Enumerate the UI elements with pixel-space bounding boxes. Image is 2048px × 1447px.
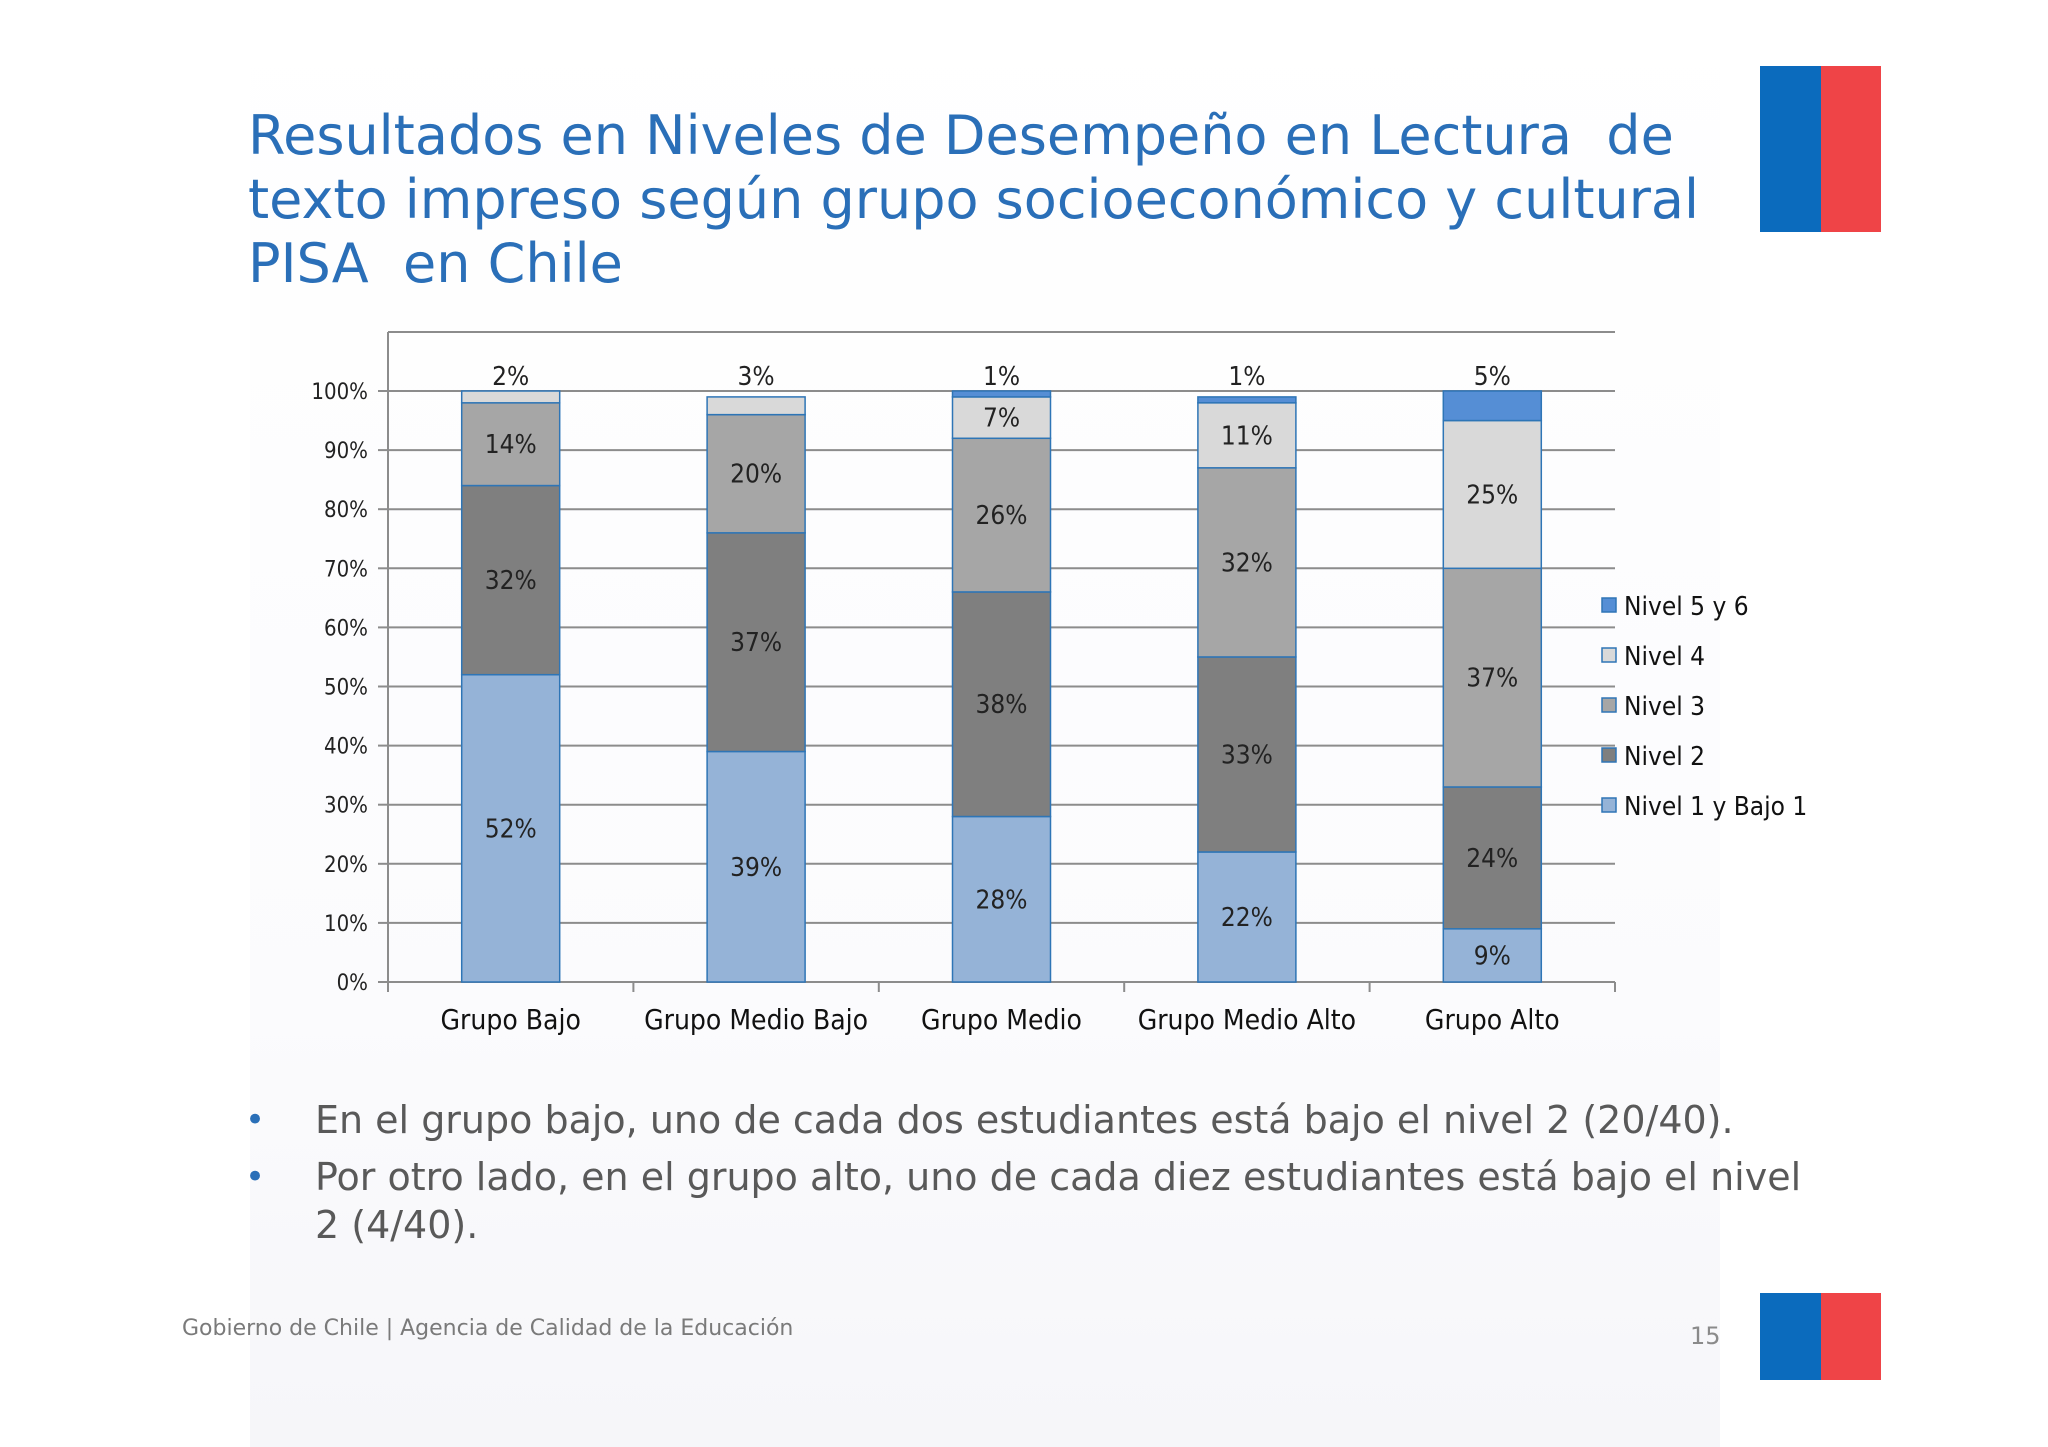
bar-segment: [1197, 396, 1297, 404]
slide-title: Resultados en Niveles de Desempeño en Le…: [248, 104, 1708, 296]
data-label: 39%: [730, 853, 782, 883]
bullet-list: • En el grupo bajo, uno de cada dos estu…: [245, 1096, 1805, 1258]
data-label: 20%: [730, 460, 782, 490]
x-tick-label: Grupo Medio Alto: [1138, 1003, 1356, 1036]
bar-segment: [460, 673, 561, 983]
data-label: 14%: [485, 430, 537, 460]
bar-segment: [1442, 390, 1543, 422]
data-label: 9%: [1474, 941, 1511, 971]
title-line: PISA en Chile: [248, 232, 623, 295]
data-label: 38%: [976, 690, 1028, 720]
bullet-item: • En el grupo bajo, uno de cada dos estu…: [245, 1096, 1805, 1144]
legend-swatch: [1601, 597, 1617, 613]
flag-red-stripe: [1820, 66, 1881, 232]
data-label: 3%: [738, 362, 775, 392]
legend-label: Nivel 4: [1624, 642, 1705, 672]
data-label: 37%: [1466, 664, 1518, 694]
legend-swatch: [1601, 647, 1617, 663]
bar-segment: [1197, 851, 1297, 983]
data-label: 33%: [1221, 740, 1273, 770]
x-tick-label: Grupo Medio Bajo: [644, 1003, 868, 1036]
y-tick-label: 90%: [324, 439, 368, 464]
bar-segment: [460, 484, 561, 676]
bar-segment: [951, 390, 1052, 398]
y-tick-label: 70%: [324, 557, 368, 582]
bar-segment: [1197, 656, 1297, 853]
bar-segment: [1442, 786, 1543, 930]
data-label: 26%: [976, 501, 1028, 531]
y-tick-label: 80%: [324, 498, 368, 523]
chile-flag-top: [1760, 66, 1881, 232]
legend-swatch: [1601, 697, 1617, 713]
footer-text: Gobierno de Chile | Agencia de Calidad d…: [182, 1316, 794, 1341]
y-tick-label: 60%: [324, 616, 368, 641]
data-label: 28%: [976, 885, 1028, 915]
data-label: 11%: [1221, 421, 1273, 451]
legend-label: Nivel 3: [1624, 692, 1705, 722]
data-label: 2%: [492, 362, 529, 392]
bar-segment: [460, 390, 561, 404]
bar-segment: [706, 750, 806, 983]
y-tick-label: 40%: [324, 735, 368, 760]
y-tick-label: 100%: [311, 380, 368, 405]
data-label: 52%: [485, 814, 537, 844]
bar-segment: [951, 815, 1052, 983]
y-tick-label: 0%: [337, 971, 368, 996]
bullet-dot: •: [245, 1157, 266, 1197]
bullet-item: • Por otro lado, en el grupo alto, uno d…: [245, 1153, 1805, 1249]
y-tick-label: 50%: [324, 676, 368, 701]
data-label: 25%: [1466, 480, 1518, 510]
y-tick-label: 30%: [324, 794, 368, 819]
bar-segment: [951, 396, 1052, 440]
bullet-text: En el grupo bajo, uno de cada dos estudi…: [315, 1098, 1734, 1142]
title-line: texto impreso según grupo socioeconómico…: [248, 168, 1700, 231]
legend-label: Nivel 1 y Bajo 1: [1624, 792, 1807, 822]
bar-segment: [1442, 419, 1543, 570]
bullet-dot: •: [245, 1100, 266, 1140]
bar-segment: [706, 532, 806, 753]
bar-segment: [1197, 402, 1297, 469]
data-label: 7%: [983, 404, 1020, 434]
bar-segment: [951, 591, 1052, 818]
x-tick-label: Grupo Alto: [1425, 1003, 1560, 1036]
data-label: 5%: [1474, 362, 1511, 392]
flag-red-stripe: [1820, 1293, 1881, 1380]
page-number: 15: [1690, 1322, 1721, 1350]
flag-blue-stripe: [1760, 66, 1821, 232]
x-tick-label: Grupo Medio: [921, 1003, 1082, 1036]
data-label: 24%: [1466, 844, 1518, 874]
data-label: 22%: [1221, 903, 1273, 933]
legend-swatch: [1601, 747, 1617, 763]
flag-blue-stripe: [1760, 1293, 1821, 1380]
x-tick-label: Grupo Bajo: [441, 1003, 581, 1036]
data-label: 1%: [1228, 362, 1265, 392]
chile-flag-bottom: [1760, 1293, 1881, 1380]
data-label: 37%: [730, 628, 782, 658]
bar-segment: [460, 402, 561, 487]
data-label: 1%: [983, 362, 1020, 392]
bar-segment: [1442, 567, 1543, 788]
bar-segment: [706, 396, 806, 416]
legend-label: Nivel 5 y 6: [1624, 592, 1749, 622]
y-tick-label: 20%: [324, 853, 368, 878]
legend-label: Nivel 2: [1624, 742, 1705, 772]
title-line: Resultados en Niveles de Desempeño en Le…: [248, 104, 1674, 167]
legend-swatch: [1601, 797, 1617, 813]
data-label: 32%: [1221, 548, 1273, 578]
y-tick-label: 10%: [324, 912, 368, 937]
data-label: 32%: [485, 566, 537, 596]
bullet-text: Por otro lado, en el grupo alto, uno de …: [315, 1155, 1802, 1247]
